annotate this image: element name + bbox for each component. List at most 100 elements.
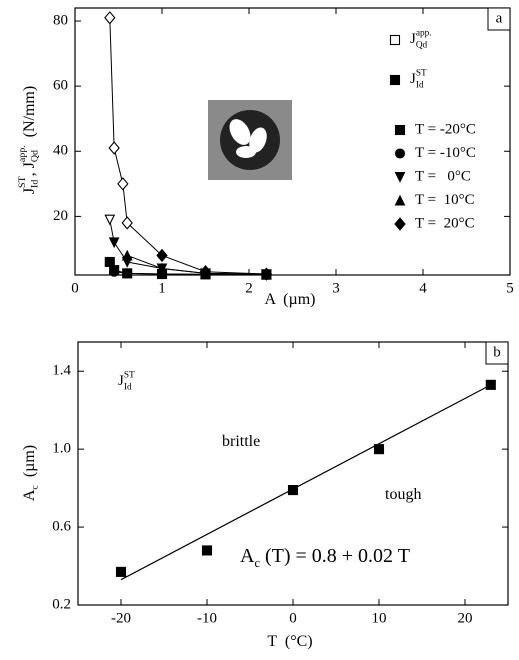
legend-marker (394, 217, 406, 231)
x-tick-label: 1 (158, 280, 166, 296)
legend-label: JST Id (410, 68, 427, 90)
y-axis-label: Ac (µm) (21, 445, 41, 501)
x-tick-label: 20 (458, 610, 473, 626)
x-axis-label-text: T (°C) (267, 633, 312, 650)
text-part: J (410, 31, 416, 47)
y-axis-label: JST Id , Japp. Qd (N/mm) (17, 86, 41, 194)
legend-label: T = 0°C (415, 168, 471, 184)
data-point (260, 267, 273, 281)
text-part: A (µm) (265, 291, 316, 308)
x-tick-label: 4 (419, 280, 427, 296)
legend-label: T = 10°C (415, 192, 475, 208)
x-tick-label: 2 (245, 280, 253, 296)
subscript: Id (416, 80, 424, 90)
legend-label-text: Japp. Qd (410, 28, 432, 50)
data-point (156, 248, 168, 263)
data-point (485, 379, 496, 390)
x-tick-label: 3 (332, 280, 340, 296)
subscript: Qd (30, 150, 41, 162)
data-point (156, 262, 168, 274)
annotation-text: tough (385, 486, 421, 503)
legend-marker (394, 148, 406, 159)
superscript: ST (124, 370, 135, 380)
superscript: app. (17, 145, 28, 162)
data-point (201, 545, 213, 556)
fit-line (120, 384, 492, 581)
y-axis-label-text: Ac (µm) (21, 445, 41, 501)
legend-marker (394, 194, 406, 206)
y-tick-label: 80 (53, 12, 68, 28)
legend-label: Japp. Qd (410, 28, 432, 50)
legend-marker (394, 171, 406, 183)
legend-label: T = -10°C (415, 145, 476, 161)
subscript: Id (30, 180, 41, 188)
panel-label: a (496, 10, 503, 26)
data-point (104, 11, 116, 25)
annotation: brittle (222, 433, 260, 450)
text-part: (T) = 0.8 + 0.02 T (260, 545, 410, 567)
text-part: J (21, 188, 38, 194)
x-axis-label: T (°C) (267, 633, 312, 650)
subscript: c (254, 556, 260, 570)
data-point (109, 266, 120, 277)
annotation: JST Id (118, 370, 135, 392)
panel-label-box (487, 7, 511, 31)
text-part: J (118, 373, 124, 389)
y-axis-label-text: JST Id , Japp. Qd (N/mm) (17, 86, 41, 194)
data-point (121, 216, 133, 230)
legend-label: T = 20°C (415, 215, 475, 231)
legend-marker (389, 74, 401, 86)
subscript: Id (124, 382, 132, 392)
annotation-text: Ac (T) = 0.8 + 0.02 T (240, 545, 410, 570)
annotation: Ac (T) = 0.8 + 0.02 T (240, 545, 410, 570)
legend-label: T = -20°C (415, 121, 476, 137)
data-point (373, 444, 385, 455)
legend-marker (394, 124, 406, 136)
y-tick-label: 0.6 (52, 519, 71, 535)
series-line (127, 254, 267, 275)
text-part: T (°C) (267, 633, 312, 650)
annotation: tough (385, 486, 421, 503)
inset-icon (208, 100, 292, 180)
x-axis-label: A (µm) (265, 291, 316, 308)
data-point (117, 177, 129, 191)
text-part: J (410, 71, 416, 87)
x-tick-label: -20 (111, 610, 131, 626)
panel-label-box (485, 341, 509, 365)
y-tick-label: 40 (53, 143, 68, 159)
superscript: ST (17, 176, 28, 188)
text-part: tough (385, 486, 421, 503)
x-tick-label: 10 (372, 610, 387, 626)
data-point (108, 237, 120, 249)
text-part: brittle (222, 433, 260, 450)
annotation-text: brittle (222, 433, 260, 450)
data-point (104, 214, 116, 226)
y-tick-label: 20 (53, 208, 68, 224)
data-point (287, 485, 299, 496)
text-part: (N/mm) (21, 86, 38, 146)
data-point (199, 265, 212, 279)
x-tick-label: -10 (197, 610, 217, 626)
superscript: app. (416, 28, 432, 38)
series-line (109, 219, 267, 275)
x-axis-label-text: A (µm) (265, 291, 316, 308)
text-part: (µm) (21, 445, 38, 485)
data-point (122, 268, 133, 279)
y-tick-label: 1.0 (52, 441, 71, 457)
x-tick-label: 0 (71, 280, 79, 296)
panel-label: b (493, 344, 501, 360)
data-point (115, 566, 127, 577)
data-point (121, 249, 133, 261)
y-tick-label: 60 (53, 78, 68, 94)
annotation-text: JST Id (118, 370, 135, 392)
superscript: ST (416, 68, 427, 78)
legend-marker (389, 34, 401, 46)
text-part: A (240, 545, 255, 567)
text-part: A (21, 489, 38, 501)
y-tick-label: 0.2 (52, 596, 71, 612)
subscript: Qd (416, 40, 428, 50)
x-tick-label: 5 (506, 280, 514, 296)
y-tick-label: 1.4 (52, 363, 71, 379)
plot-frame (74, 7, 511, 276)
